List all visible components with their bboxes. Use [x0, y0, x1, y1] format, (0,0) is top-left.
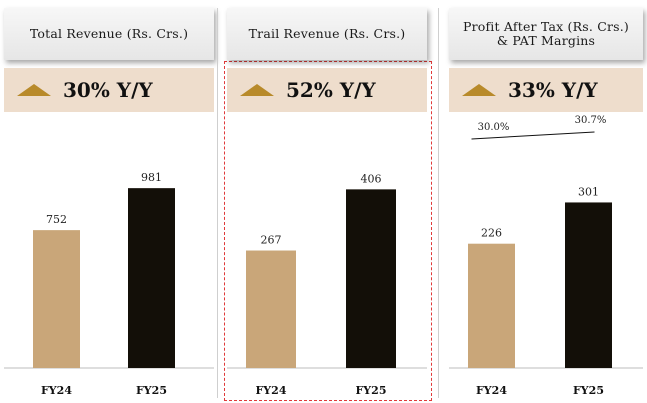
bar-fy24	[468, 243, 515, 368]
data-label: 406	[361, 172, 382, 185]
panel-trail-revenue: Trail Revenue (Rs. Crs.) 52% Y/Y 267 FY24…	[227, 0, 427, 403]
highlight-box	[224, 61, 432, 401]
growth-banner: 30% Y/Y	[4, 68, 214, 112]
x-tick-label: FY25	[356, 384, 387, 397]
growth-label: 30% Y/Y	[63, 78, 153, 102]
data-label: 752	[46, 213, 67, 226]
x-tick-label: FY24	[256, 384, 287, 397]
x-tick-label: FY25	[573, 384, 604, 397]
margin-label: 30.0%	[478, 122, 510, 133]
x-tick-label: FY24	[476, 384, 507, 397]
up-triangle-icon	[240, 84, 274, 96]
data-label: 301	[578, 185, 599, 198]
x-tick-label: FY24	[41, 384, 72, 397]
panel-profit-after-tax: Profit After Tax (Rs. Crs.) & PAT Margin…	[449, 0, 643, 403]
panel-title: Profit After Tax (Rs. Crs.) & PAT Margin…	[449, 8, 643, 60]
bar-fy24	[246, 250, 296, 368]
data-label: 981	[141, 171, 162, 184]
growth-banner: 52% Y/Y	[227, 68, 427, 112]
growth-label: 52% Y/Y	[286, 78, 376, 102]
x-tick-label: FY25	[136, 384, 167, 397]
growth-banner: 33% Y/Y	[449, 68, 643, 112]
bar-fy25	[346, 189, 396, 368]
margin-label: 30.7%	[575, 115, 607, 126]
data-label: 226	[481, 227, 502, 240]
divider	[217, 8, 218, 398]
data-label: 267	[261, 234, 282, 247]
panel-total-revenue: Total Revenue (Rs. Crs.) 30% Y/Y 752 FY24…	[4, 0, 214, 403]
pat-margin-line	[471, 131, 595, 140]
bar-chart: 752 FY24 981 FY25	[4, 171, 214, 397]
growth-label: 33% Y/Y	[508, 78, 598, 102]
bar-chart: 226 FY24 301 FY25 30.0% 30.7%	[449, 115, 643, 397]
bar-fy25	[565, 202, 612, 368]
divider	[438, 8, 439, 398]
bar-fy25	[128, 188, 175, 368]
up-triangle-icon	[462, 84, 496, 96]
panel-title: Trail Revenue (Rs. Crs.)	[227, 8, 427, 60]
up-triangle-icon	[17, 84, 51, 96]
panel-title: Total Revenue (Rs. Crs.)	[4, 8, 214, 60]
bar-fy24	[33, 230, 80, 368]
bar-chart: 267 FY24 406 FY25	[227, 172, 427, 397]
